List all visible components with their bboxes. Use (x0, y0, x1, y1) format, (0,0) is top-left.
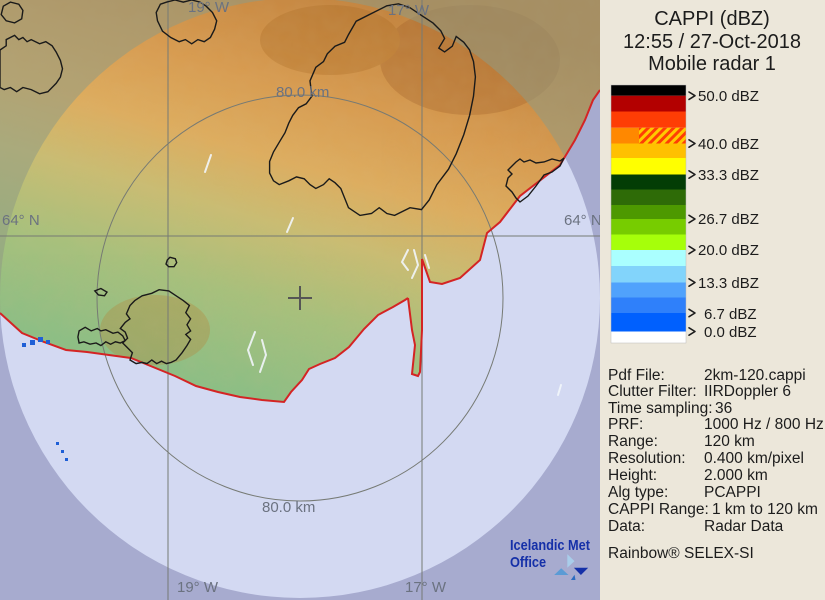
svg-text:1 km to 120 km: 1 km to 120 km (712, 501, 818, 518)
svg-text:Radar Data: Radar Data (704, 518, 784, 535)
svg-text:26.7 dBZ: 26.7 dBZ (698, 211, 759, 228)
svg-text:2km-120.cappi: 2km-120.cappi (704, 367, 806, 384)
svg-text:64° N: 64° N (2, 212, 40, 229)
svg-text:CAPPI Range:: CAPPI Range: (608, 501, 709, 518)
svg-text:Clutter Filter:: Clutter Filter: (608, 383, 697, 400)
svg-text:19° W: 19° W (188, 0, 230, 16)
svg-text:Range:: Range: (608, 433, 658, 450)
svg-text:CAPPI (dBZ): CAPPI (dBZ) (654, 8, 770, 30)
svg-text:Rainbow® SELEX-SI: Rainbow® SELEX-SI (608, 545, 754, 562)
svg-text:0.0 dBZ: 0.0 dBZ (704, 324, 757, 341)
svg-text:Icelandic Met: Icelandic Met (510, 536, 590, 553)
svg-text:80.0 km: 80.0 km (276, 84, 329, 101)
svg-text:20.0 dBZ: 20.0 dBZ (698, 242, 759, 259)
svg-text:80.0 km: 80.0 km (262, 499, 315, 516)
svg-text:Data:: Data: (608, 518, 645, 535)
svg-text:PRF:: PRF: (608, 416, 643, 433)
svg-text:0.400 km/pixel: 0.400 km/pixel (704, 450, 804, 467)
svg-text:40.0 dBZ: 40.0 dBZ (698, 136, 759, 153)
svg-text:33.3 dBZ: 33.3 dBZ (698, 167, 759, 184)
svg-text:120 km: 120 km (704, 433, 755, 450)
svg-text:Alg type:: Alg type: (608, 484, 668, 501)
svg-text:64° N: 64° N (564, 212, 600, 229)
svg-text:13.3 dBZ: 13.3 dBZ (698, 275, 759, 292)
svg-text:17° W: 17° W (405, 579, 447, 596)
svg-text:50.0 dBZ: 50.0 dBZ (698, 88, 759, 105)
svg-text:Office: Office (510, 553, 546, 570)
svg-text:1000 Hz / 800 Hz: 1000 Hz / 800 Hz (704, 416, 824, 433)
svg-text:6.7 dBZ: 6.7 dBZ (704, 306, 757, 323)
svg-text:17° W: 17° W (388, 2, 430, 19)
svg-text:Resolution:: Resolution: (608, 450, 686, 467)
svg-text:Time sampling:: Time sampling: (608, 400, 713, 417)
svg-text:19° W: 19° W (177, 579, 219, 596)
svg-text:IIRDoppler 6: IIRDoppler 6 (704, 383, 791, 400)
svg-text:2.000 km: 2.000 km (704, 467, 768, 484)
svg-text:Mobile radar 1: Mobile radar 1 (648, 53, 776, 75)
svg-text:Pdf File:: Pdf File: (608, 367, 665, 384)
svg-text:PCAPPI: PCAPPI (704, 484, 761, 501)
svg-text:36: 36 (715, 400, 732, 417)
svg-text:12:55 / 27-Oct-2018: 12:55 / 27-Oct-2018 (623, 31, 801, 53)
svg-text:Height:: Height: (608, 467, 657, 484)
